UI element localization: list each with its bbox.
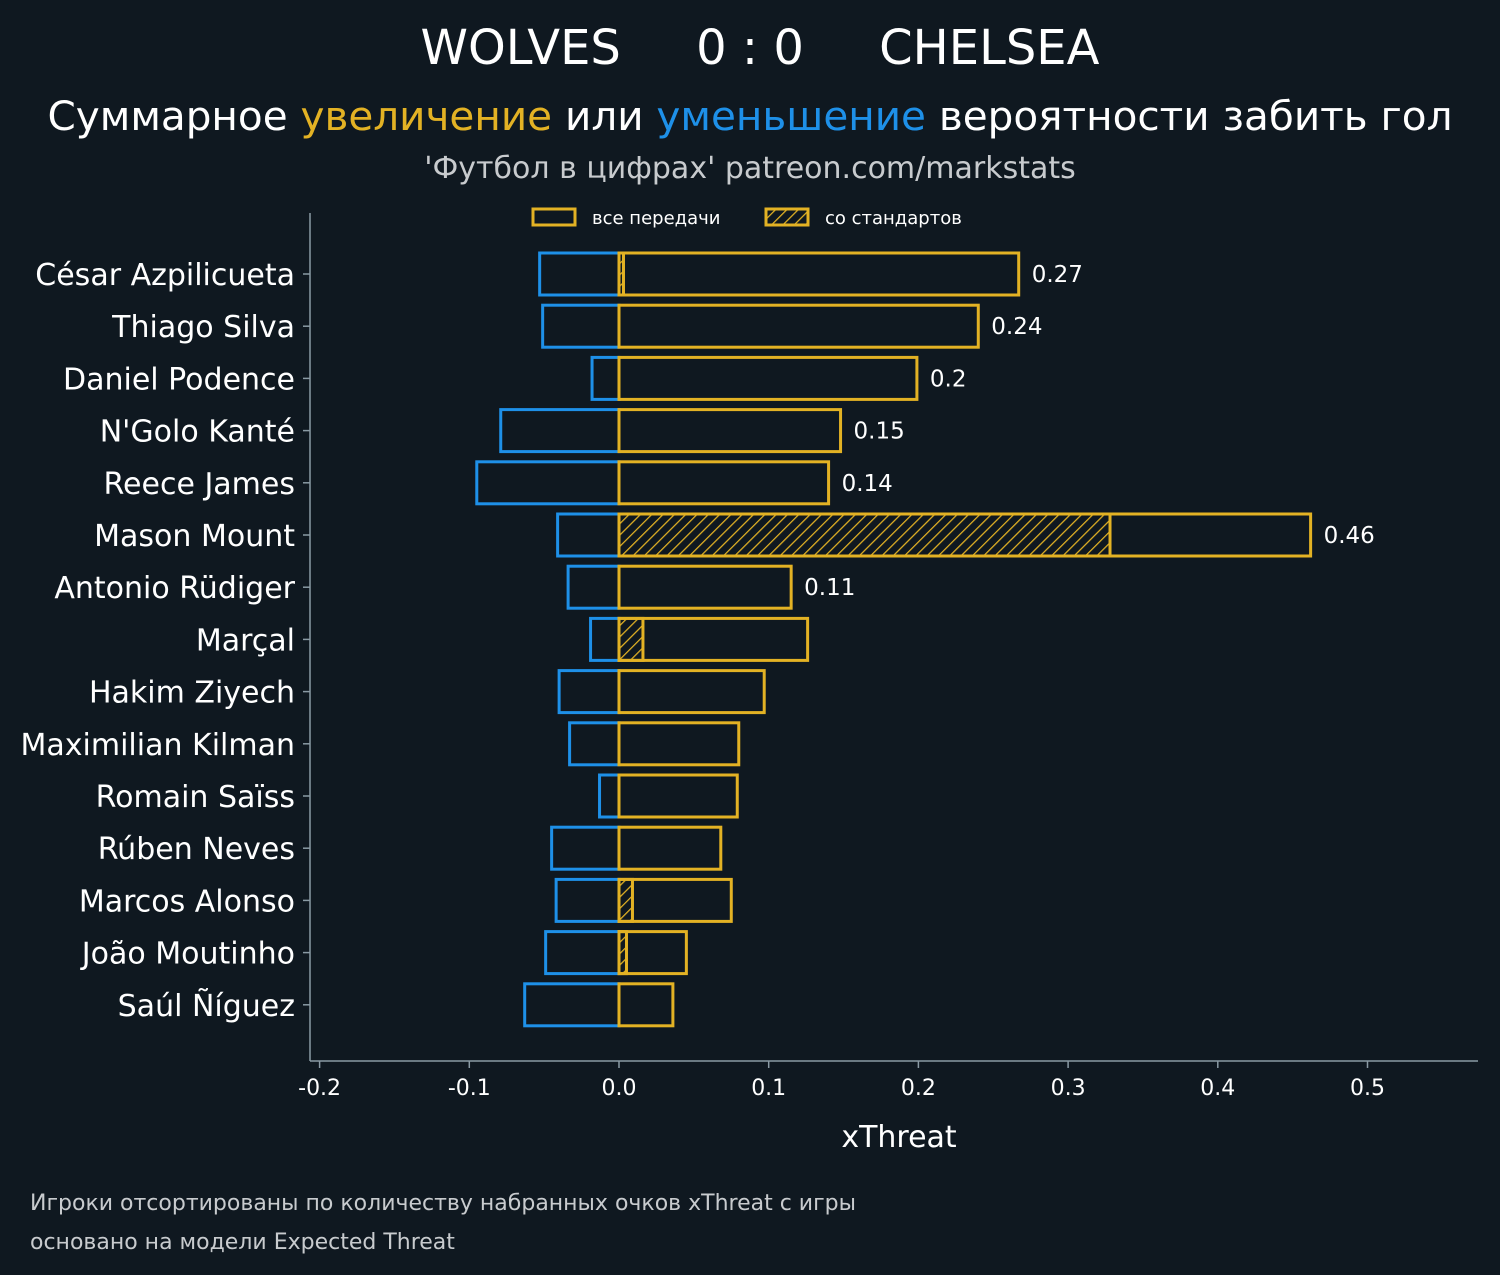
match-score: 0 : 0 [696, 20, 804, 76]
subtitle-decrease: уменьшение [656, 94, 926, 140]
player-label: Reece James [104, 467, 295, 502]
decrease-bar [568, 721, 621, 767]
value-label: 0.27 [1032, 262, 1083, 288]
increase-bar [617, 616, 810, 662]
player-label: João Moutinho [80, 937, 295, 972]
value-label: 0.24 [991, 314, 1042, 340]
increase-bar [617, 251, 1021, 297]
value-label: 0.15 [854, 419, 905, 445]
credit-text: 'Футбол в цифрах' patreon.com/markstats [424, 151, 1076, 186]
increase-bar [617, 877, 733, 923]
x-tick-label: 0.3 [1051, 1076, 1086, 1101]
player-label: Hakim Ziyech [89, 676, 295, 711]
increase-bar [617, 825, 723, 871]
value-label: 0.46 [1324, 523, 1375, 549]
player-label: Maximilian Kilman [21, 728, 295, 763]
legend: все передачи со стандартов [531, 207, 962, 229]
legend-swatch-all [531, 207, 577, 227]
x-ticks: -0.2 -0.1 0.0 0.1 0.2 0.3 0.4 0.5 [298, 1061, 1385, 1101]
decrease-bar [590, 355, 621, 401]
increase-bar [617, 512, 1313, 558]
player-label: N'Golo Kanté [100, 415, 295, 450]
player-label: Daniel Podence [63, 362, 295, 397]
player-label: Marçal [196, 623, 295, 658]
set-piece-bar [617, 512, 1112, 558]
away-team: CHELSEA [879, 20, 1099, 76]
decrease-bar [499, 408, 621, 454]
increase-bar [617, 982, 675, 1028]
subtitle-part2: или [552, 94, 656, 140]
increase-bar [617, 930, 688, 976]
chart-subtitle: Суммарное увеличение или уменьшение веро… [48, 94, 1453, 140]
increase-bar [617, 303, 980, 349]
increase-bar [617, 721, 741, 767]
y-ticks: César Azpilicueta Thiago Silva Daniel Pode… [21, 258, 310, 1024]
subtitle-increase: увеличение [301, 94, 553, 140]
increase-bar [617, 355, 919, 401]
decrease-bar [538, 251, 621, 297]
x-tick-label: 0.4 [1200, 1076, 1235, 1101]
increase-bar [617, 460, 831, 506]
footer-note-1: Игроки отсортированы по количеству набра… [30, 1191, 856, 1216]
player-label: Rúben Neves [98, 832, 295, 867]
x-tick-label: 0.1 [751, 1076, 786, 1101]
increase-bar [617, 773, 739, 819]
x-tick-label: 0.5 [1350, 1076, 1385, 1101]
player-label: Mason Mount [94, 519, 295, 554]
x-tick-label: 0.2 [901, 1076, 936, 1101]
decrease-bar [475, 460, 621, 506]
footer-note-2: основано на модели Expected Threat [30, 1230, 455, 1255]
decrease-bar [554, 877, 621, 923]
x-axis-label: xThreat [841, 1120, 957, 1155]
x-tick-label: 0.0 [602, 1076, 637, 1101]
decrease-bar [523, 982, 621, 1028]
decrease-bar [541, 303, 621, 349]
set-piece-bar [617, 877, 634, 923]
decrease-bar [598, 773, 621, 819]
legend-label-set-pieces: со стандартов [825, 208, 962, 229]
increase-bar [617, 669, 766, 715]
player-label: Marcos Alonso [79, 884, 295, 919]
decrease-bar [544, 930, 621, 976]
home-team: WOLVES [421, 20, 621, 76]
decrease-bar [566, 564, 621, 610]
player-label: Saúl Ñíguez [118, 988, 295, 1024]
set-piece-bar [617, 616, 645, 662]
increase-bar [617, 408, 843, 454]
legend-label-all: все передачи [592, 208, 720, 229]
legend-swatch-set-pieces [764, 207, 810, 227]
increase-bar [617, 564, 793, 610]
chart-title: WOLVES 0 : 0 CHELSEA [421, 20, 1100, 76]
subtitle-part3: вероятности забить гол [926, 94, 1453, 140]
value-label: 0.14 [842, 471, 893, 497]
player-label: César Azpilicueta [35, 258, 295, 293]
value-label: 0.11 [804, 575, 855, 601]
x-tick-label: -0.1 [448, 1076, 491, 1101]
player-label: Antonio Rüdiger [54, 571, 295, 606]
x-tick-label: -0.2 [298, 1076, 341, 1101]
decrease-bar [556, 512, 621, 558]
subtitle-part1: Суммарное [48, 94, 301, 140]
decrease-bar [557, 669, 621, 715]
player-label: Thiago Silva [111, 310, 295, 345]
value-label: 0.2 [930, 366, 967, 392]
decrease-bar [589, 616, 621, 662]
bars: 0.27 0.24 0.2 0.15 0.14 0.46 0.11 [475, 251, 1375, 1028]
decrease-bar [550, 825, 621, 871]
player-label: Romain Saïss [96, 780, 295, 815]
